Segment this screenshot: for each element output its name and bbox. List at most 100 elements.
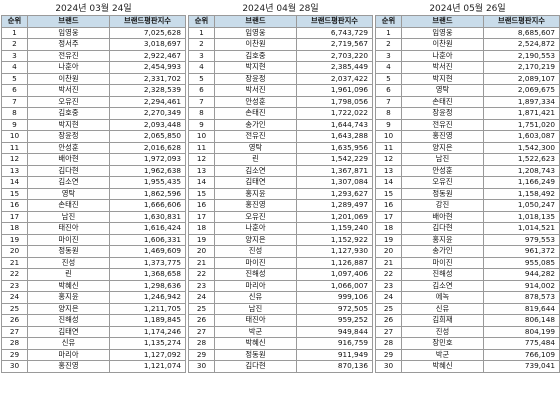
table-row: 20 정동원 1,469,609	[1, 245, 186, 258]
rank-cell: 17	[1, 210, 28, 223]
score-cell: 2,524,872	[483, 38, 560, 51]
rank-cell: 28	[1, 337, 28, 350]
brand-name-cell: 진성	[27, 256, 110, 269]
score-cell: 949,844	[296, 325, 373, 338]
table-row: 29 정동원 911,949	[188, 348, 373, 361]
table-row: 14 오유진 1,166,249	[375, 176, 560, 189]
rank-header: 순위	[188, 15, 215, 28]
brand-name-cell: 박서진	[214, 84, 297, 97]
score-cell: 1,152,922	[296, 233, 373, 246]
brand-name-cell: 영탁	[27, 187, 110, 200]
score-cell: 766,109	[483, 348, 560, 361]
table-row: 8 장윤정 1,871,421	[375, 107, 560, 120]
score-cell: 1,121,074	[109, 360, 186, 373]
score-cell: 2,454,993	[109, 61, 186, 74]
brand-name-cell: 마리아	[27, 348, 110, 361]
brand-name-cell: 안성훈	[214, 95, 297, 108]
rank-cell: 5	[188, 72, 215, 85]
score-cell: 2,385,449	[296, 61, 373, 74]
brand-name-cell: 강진	[401, 199, 484, 212]
rank-cell: 2	[188, 38, 215, 51]
table-row: 14 김태연 1,307,084	[188, 176, 373, 189]
brand-name-cell: 남진	[27, 210, 110, 223]
rank-cell: 14	[1, 176, 28, 189]
brand-name-cell: 린	[27, 268, 110, 281]
brand-name-cell: 김다현	[214, 360, 297, 373]
brand-name-cell: 임영웅	[27, 26, 110, 39]
rank-cell: 6	[1, 84, 28, 97]
brand-name-cell: 김희재	[401, 314, 484, 327]
rank-cell: 11	[375, 141, 402, 154]
score-cell: 1,050,247	[483, 199, 560, 212]
score-cell: 1,722,022	[296, 107, 373, 120]
brand-name-cell: 진성	[214, 245, 297, 258]
brand-name-cell: 박혜신	[214, 337, 297, 350]
ranking-panel-april: 2024년 04월 28일 순위 브랜드 브랜드평판지수 1 임영웅 6,743,729 2 이…	[188, 3, 373, 373]
brand-name-cell: 임영웅	[214, 26, 297, 39]
rank-cell: 8	[1, 107, 28, 120]
panel-date-title: 2024년 04월 28일	[242, 4, 319, 14]
table-row: 29 박군 766,109	[375, 348, 560, 361]
score-cell: 1,166,249	[483, 176, 560, 189]
brand-name-cell: 양지은	[214, 233, 297, 246]
brand-name-cell: 양지은	[27, 302, 110, 315]
rank-cell: 13	[375, 164, 402, 177]
rank-cell: 13	[188, 164, 215, 177]
table-row: 11 안성훈 2,016,628	[1, 141, 186, 154]
score-cell: 2,331,702	[109, 72, 186, 85]
rank-cell: 14	[375, 176, 402, 189]
rank-cell: 7	[1, 95, 28, 108]
rank-cell: 10	[1, 130, 28, 143]
brand-name-cell: 김다현	[27, 164, 110, 177]
rank-cell: 7	[188, 95, 215, 108]
rank-cell: 10	[375, 130, 402, 143]
score-cell: 914,002	[483, 279, 560, 292]
brand-header: 브랜드	[214, 15, 297, 28]
rank-cell: 27	[375, 325, 402, 338]
brand-name-cell: 마리아	[214, 279, 297, 292]
score-cell: 1,298,636	[109, 279, 186, 292]
rank-cell: 26	[375, 314, 402, 327]
brand-name-cell: 정동원	[401, 187, 484, 200]
table-row: 16 강진 1,050,247	[375, 199, 560, 212]
table-row: 24 홍지윤 1,246,942	[1, 291, 186, 304]
table-row: 24 에녹 878,573	[375, 291, 560, 304]
brand-name-cell: 마이진	[27, 233, 110, 246]
table-row: 19 마이진 1,606,331	[1, 233, 186, 246]
brand-name-cell: 김호중	[27, 107, 110, 120]
brand-name-cell: 나훈아	[214, 222, 297, 235]
rank-cell: 4	[188, 61, 215, 74]
table-row: 23 박혜신 1,298,636	[1, 279, 186, 292]
table-row: 27 진성 804,199	[375, 325, 560, 338]
score-cell: 1,307,084	[296, 176, 373, 189]
brand-name-cell: 오유진	[401, 176, 484, 189]
rank-cell: 11	[1, 141, 28, 154]
rank-cell: 29	[188, 348, 215, 361]
score-cell: 2,016,628	[109, 141, 186, 154]
rank-cell: 5	[375, 72, 402, 85]
brand-name-cell: 박지현	[27, 118, 110, 131]
table-row: 17 남진 1,630,831	[1, 210, 186, 223]
score-cell: 2,065,850	[109, 130, 186, 143]
score-cell: 2,069,675	[483, 84, 560, 97]
score-cell: 2,170,219	[483, 61, 560, 74]
panel-date-title: 2024년 03월 24일	[55, 4, 132, 14]
table-row: 12 배아현 1,972,093	[1, 153, 186, 166]
ranking-panel-may: 2024년 05월 26일 순위 브랜드 브랜드평판지수 1 임영웅 8,685,607 2 이…	[375, 3, 560, 373]
table-row: 2 이찬원 2,719,567	[188, 38, 373, 51]
rank-cell: 17	[188, 210, 215, 223]
brand-name-cell: 송가인	[401, 245, 484, 258]
brand-name-cell: 장민호	[401, 337, 484, 350]
table-row: 12 남진 1,522,623	[375, 153, 560, 166]
brand-name-cell: 김소연	[214, 164, 297, 177]
rank-cell: 28	[375, 337, 402, 350]
score-cell: 944,282	[483, 268, 560, 281]
rank-cell: 12	[1, 153, 28, 166]
table-row: 26 김희재 806,148	[375, 314, 560, 327]
brand-header: 브랜드	[401, 15, 484, 28]
score-header: 브랜드평판지수	[483, 15, 560, 28]
score-cell: 1,603,087	[483, 130, 560, 143]
brand-name-cell: 김소연	[27, 176, 110, 189]
brand-name-cell: 김태연	[214, 176, 297, 189]
table-row: 16 손태진 1,666,606	[1, 199, 186, 212]
